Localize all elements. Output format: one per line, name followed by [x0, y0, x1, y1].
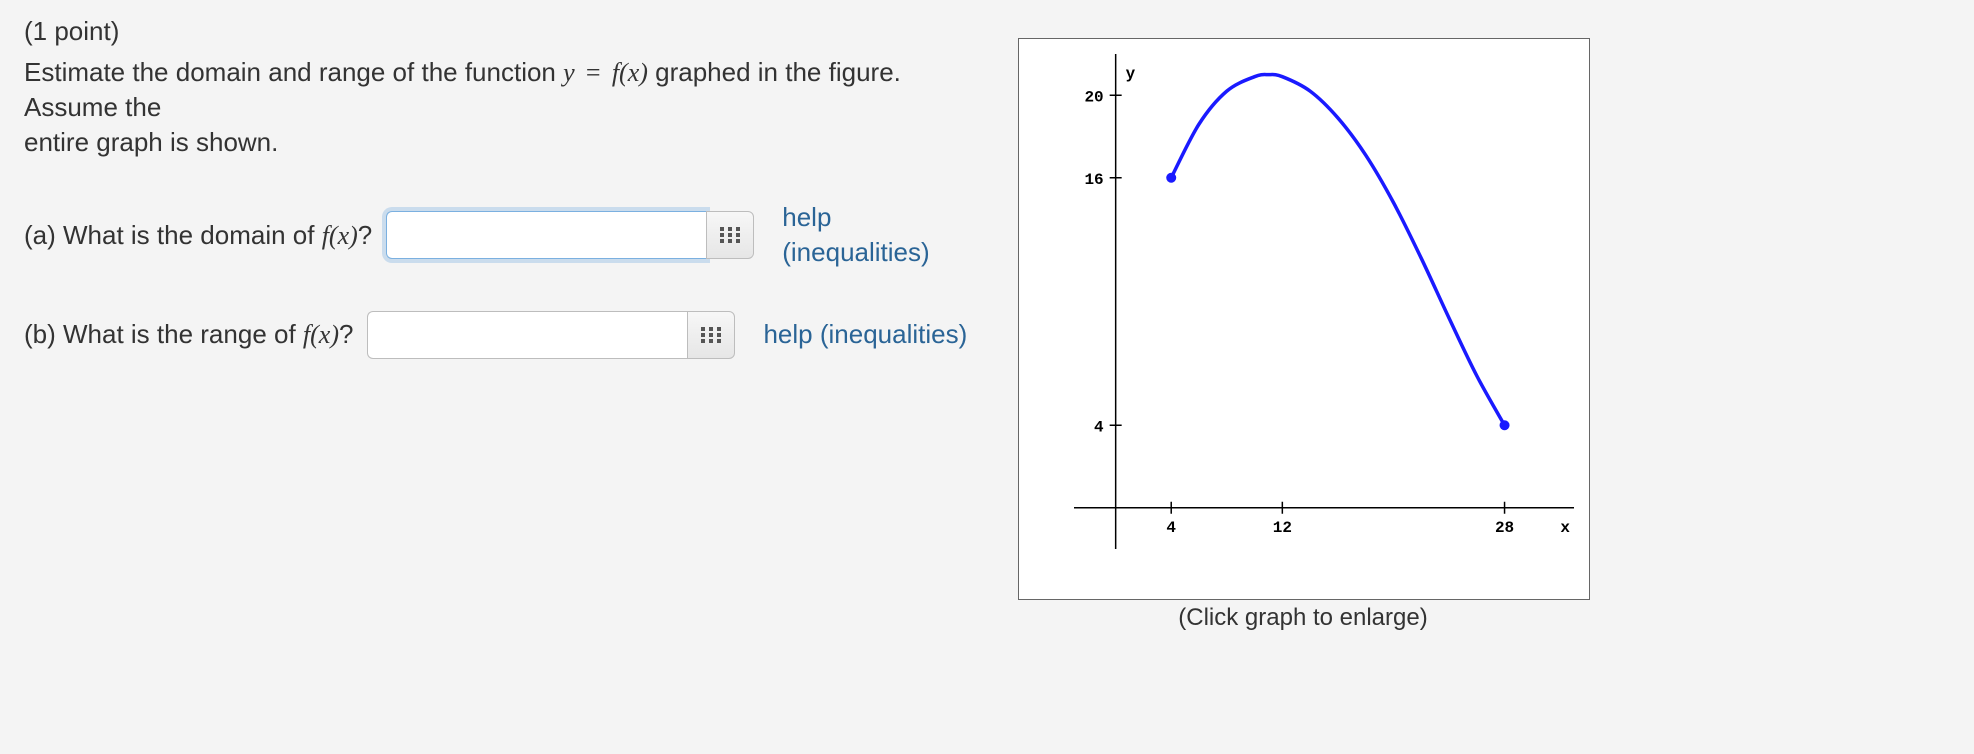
svg-text:12: 12	[1273, 519, 1292, 537]
keypad-icon	[720, 227, 740, 243]
svg-text:20: 20	[1084, 88, 1103, 106]
part-a-fn: f(x)	[322, 221, 358, 250]
svg-text:16: 16	[1084, 171, 1103, 189]
prompt-y: y	[563, 58, 575, 87]
svg-text:4: 4	[1166, 519, 1176, 537]
graph-svg: 4 16 20 4 12 28 y x	[1019, 39, 1589, 599]
part-b-row: (b) What is the range of f(x)?	[24, 311, 984, 359]
keypad-button[interactable]	[706, 211, 754, 259]
keypad-button[interactable]	[687, 311, 735, 359]
svg-text:y: y	[1126, 65, 1136, 83]
part-b-label-suffix: ?	[339, 319, 353, 349]
figure-caption: (Click graph to enlarge)	[1018, 604, 1588, 632]
part-b-fn: f(x)	[303, 320, 339, 349]
part-a-label-prefix: (a) What is the domain of	[24, 220, 322, 250]
part-a-input-group	[386, 211, 754, 259]
svg-text:4: 4	[1094, 418, 1104, 436]
problem-page: (1 point) Estimate the domain and range …	[0, 0, 1974, 754]
part-a-row: (a) What is the domain of f(x)?	[24, 200, 984, 270]
svg-text:x: x	[1560, 519, 1570, 537]
part-b-label: (b) What is the range of f(x)?	[24, 317, 367, 352]
graph-figure[interactable]: 4 16 20 4 12 28 y x	[1018, 38, 1590, 600]
part-a-label: (a) What is the domain of f(x)?	[24, 218, 386, 253]
part-b-label-prefix: (b) What is the range of	[24, 319, 303, 349]
part-b-input[interactable]	[367, 311, 687, 359]
part-b-input-group	[367, 311, 735, 359]
part-b-help-link[interactable]: help (inequalities)	[763, 317, 967, 352]
problem-prompt: Estimate the domain and range of the fun…	[24, 55, 984, 160]
prompt-text-1: Estimate the domain and range of the fun…	[24, 57, 563, 87]
svg-text:28: 28	[1495, 519, 1514, 537]
points-label: (1 point)	[24, 14, 984, 49]
prompt-equals: =	[582, 58, 605, 87]
part-a-label-suffix: ?	[358, 220, 372, 250]
keypad-icon	[701, 327, 721, 343]
problem-text-column: (1 point) Estimate the domain and range …	[24, 10, 984, 359]
prompt-text-3: entire graph is shown.	[24, 127, 278, 157]
part-a-help-link[interactable]: help (inequalities)	[782, 200, 984, 270]
part-a-input[interactable]	[386, 211, 706, 259]
prompt-fx: f(x)	[612, 58, 648, 87]
